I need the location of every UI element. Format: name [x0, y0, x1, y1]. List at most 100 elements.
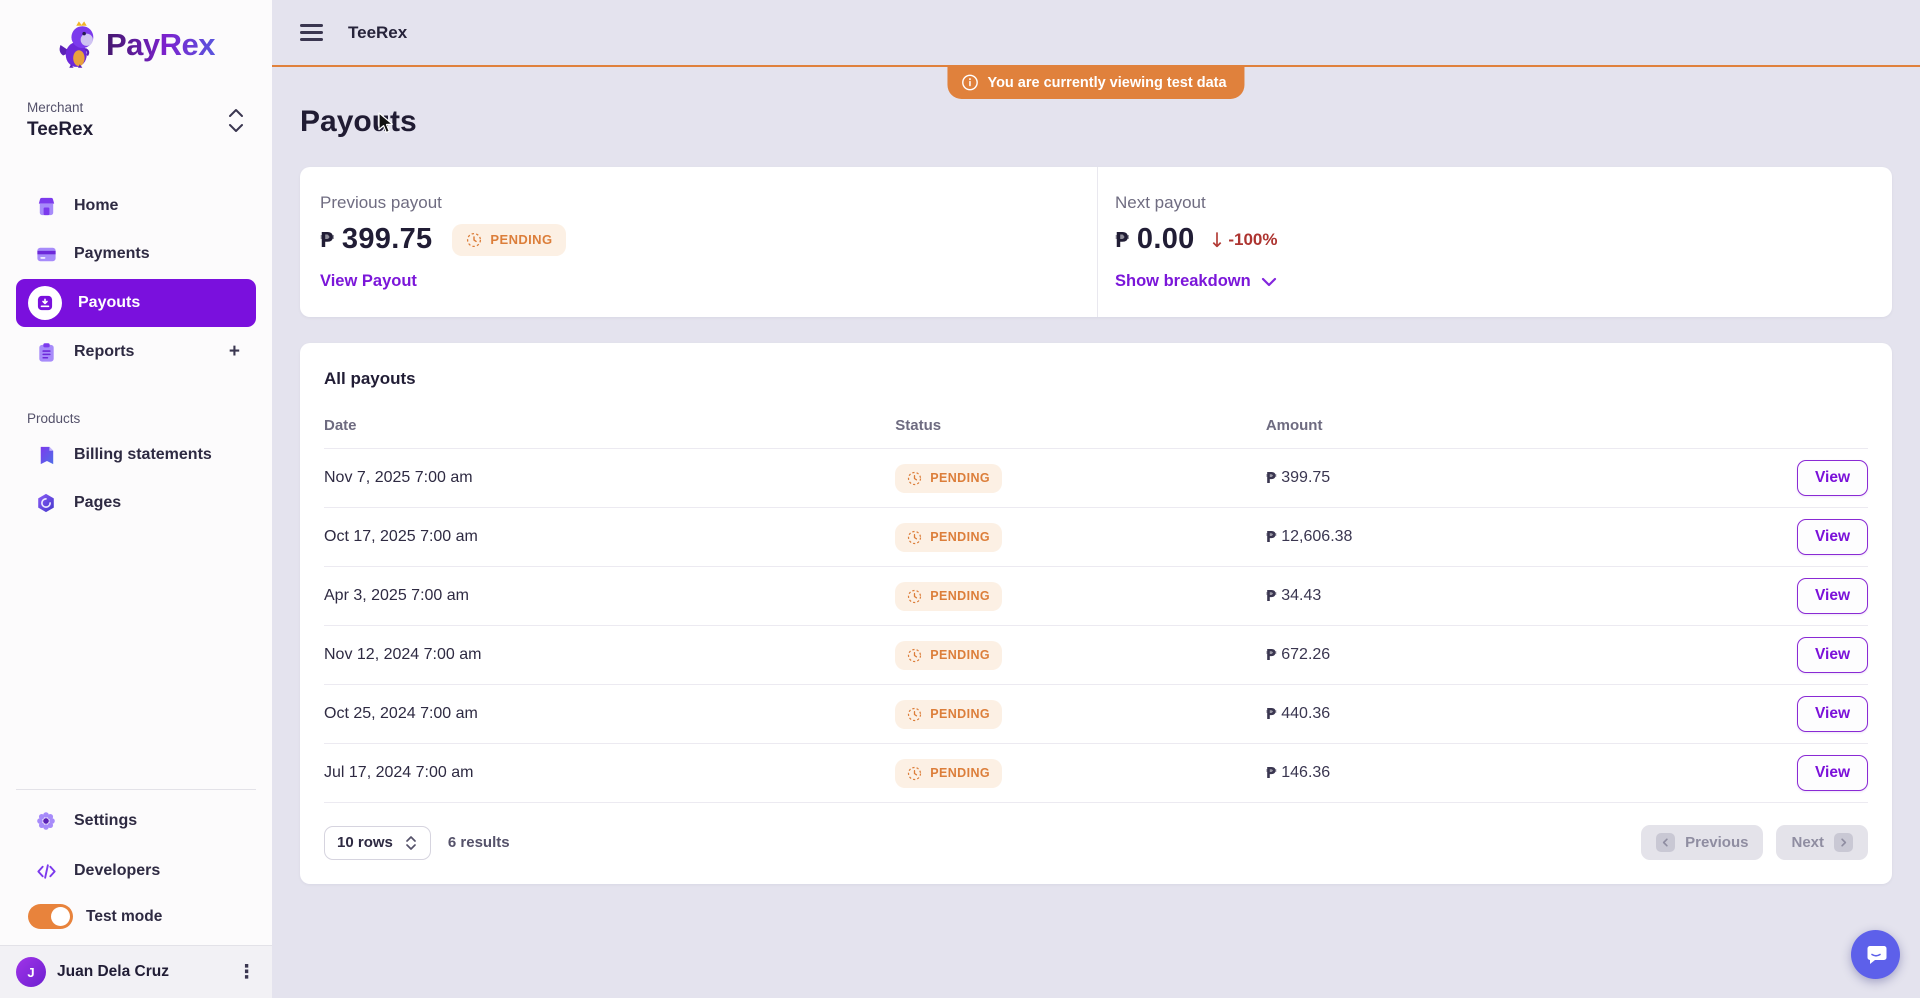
menu-icon[interactable] [300, 24, 323, 41]
show-breakdown-link[interactable]: Show breakdown [1115, 272, 1277, 291]
sidebar-item-payments[interactable]: Payments [16, 231, 256, 277]
previous-payout-label: Previous payout [320, 193, 442, 212]
previous-payout-amount: 399.75 [341, 223, 433, 255]
settings-icon [34, 809, 58, 833]
topbar: TeeRex [272, 0, 1920, 67]
pending-clock-icon [908, 648, 922, 662]
merchant-selector[interactable]: Merchant TeeRex [27, 100, 246, 141]
chevron-down-icon [1261, 277, 1276, 286]
table-row: Apr 3, 2025 7:00 am PENDING ₱ 34.43 View [324, 567, 1868, 626]
column-date: Date [324, 417, 357, 434]
table-row: Oct 17, 2025 7:00 am PENDING ₱ 12,606.38… [324, 508, 1868, 567]
table-row: Jul 17, 2024 7:00 am PENDING ₱ 146.36 Vi… [324, 744, 1868, 803]
next-payout-amount: 0.00 [1136, 223, 1195, 255]
pending-clock-icon [908, 589, 922, 603]
table-row: Nov 7, 2025 7:00 am PENDING ₱ 399.75 Vie… [324, 449, 1868, 508]
payout-date: Oct 17, 2025 7:00 am [324, 528, 478, 545]
next-payout-panel: Next payout ₱ 0.00 ↓ -100% Show breakdow… [1097, 167, 1892, 317]
pending-clock-icon [467, 232, 482, 247]
payout-date: Nov 7, 2025 7:00 am [324, 469, 473, 486]
test-mode-toggle[interactable] [28, 904, 73, 929]
sidebar-item-developers[interactable]: Developers [16, 848, 256, 894]
pending-clock-icon [908, 530, 922, 544]
sidebar-item-label: Payments [74, 245, 150, 262]
sidebar-item-label: Settings [74, 812, 138, 829]
table-row: Nov 12, 2024 7:00 am PENDING ₱ 672.26 Vi… [324, 626, 1868, 685]
view-payout-button[interactable]: View [1796, 637, 1868, 673]
status-badge: PENDING [895, 581, 1003, 611]
sidebar-item-label: Payouts [78, 294, 141, 311]
clipboard-icon [34, 340, 58, 364]
sidebar-item-label: Pages [74, 494, 122, 511]
merchant-expand-icon[interactable] [226, 106, 246, 136]
chat-launcher-button[interactable] [1851, 930, 1900, 979]
status-badge: PENDING [895, 758, 1003, 788]
payrex-dino-icon [59, 21, 94, 68]
sidebar-item-label: Developers [74, 862, 161, 879]
banner-text: You are currently viewing test data [987, 74, 1227, 91]
sidebar-item-reports[interactable]: Reports + [16, 329, 256, 375]
topbar-title: TeeRex [348, 22, 408, 42]
pending-clock-icon [908, 471, 922, 485]
code-icon [34, 859, 58, 883]
credit-card-icon [34, 242, 58, 266]
previous-page-button[interactable]: Previous [1641, 825, 1764, 860]
next-page-button[interactable]: Next [1776, 825, 1868, 860]
payout-icon [28, 286, 62, 320]
products-section-label: Products [27, 411, 81, 426]
status-badge: PENDING [895, 699, 1003, 729]
currency-symbol: ₱ [320, 227, 334, 252]
view-payout-button[interactable]: View [1796, 696, 1868, 732]
user-menu-button[interactable]: ⋮ [237, 961, 256, 983]
add-report-button[interactable]: + [228, 341, 240, 362]
arrow-down-icon: ↓ [1208, 227, 1226, 252]
column-amount: Amount [1265, 417, 1323, 434]
payout-date: Jul 17, 2024 7:00 am [324, 764, 474, 781]
view-payout-button[interactable]: View [1796, 519, 1868, 555]
merchant-label: Merchant [27, 100, 84, 115]
user-name: Juan Dela Cruz [57, 963, 169, 980]
sidebar-divider [16, 789, 256, 790]
pending-clock-icon [908, 766, 922, 780]
payout-amount: ₱ 34.43 [1265, 587, 1322, 605]
status-badge: PENDING [895, 522, 1003, 552]
merchant-name: TeeRex [27, 119, 94, 140]
payout-amount: ₱ 672.26 [1265, 646, 1331, 664]
payout-amount: ₱ 12,606.38 [1265, 528, 1353, 546]
chat-icon [1867, 945, 1886, 964]
avatar: J [16, 957, 46, 987]
all-payouts-card: All payouts Date Status Amount Nov 7, 20… [300, 343, 1892, 884]
sidebar-item-label: Billing statements [74, 446, 212, 463]
previous-payout-panel: Previous payout ₱ 399.75 PENDING View Pa… [300, 167, 1097, 317]
arrow-right-icon [1834, 833, 1853, 852]
view-payout-link[interactable]: View Payout [320, 272, 417, 290]
page-title: Payouts [300, 105, 417, 138]
payout-amount: ₱ 146.36 [1265, 764, 1331, 782]
sidebar: PayRex Merchant TeeRex Home [0, 0, 272, 998]
column-status: Status [895, 417, 942, 434]
payout-summary-card: Previous payout ₱ 399.75 PENDING View Pa… [300, 167, 1892, 317]
app-logo: PayRex [57, 20, 215, 70]
info-icon [962, 74, 978, 91]
arrow-left-icon [1656, 833, 1676, 852]
table-title: All payouts [324, 369, 416, 388]
sidebar-item-billing-statements[interactable]: Billing statements [16, 432, 256, 478]
sidebar-item-home[interactable]: Home [16, 183, 256, 229]
view-payout-button[interactable]: View [1796, 578, 1868, 614]
select-chevrons-icon [406, 835, 416, 850]
test-mode-row: Test mode [16, 904, 256, 929]
sidebar-item-payouts[interactable]: Payouts [16, 279, 256, 327]
view-payout-button[interactable]: View [1796, 755, 1868, 791]
rows-per-page-select[interactable]: 10 rows [324, 825, 431, 860]
next-payout-label: Next payout [1115, 193, 1206, 212]
billing-statements-icon [34, 443, 58, 467]
sidebar-item-label: Home [74, 197, 119, 214]
sidebar-products-nav: Billing statements Pages [0, 430, 272, 528]
view-payout-button[interactable]: View [1796, 460, 1868, 496]
sidebar-item-pages[interactable]: Pages [16, 480, 256, 526]
status-badge: PENDING [895, 640, 1003, 670]
store-icon [34, 194, 58, 218]
test-mode-label: Test mode [86, 907, 163, 925]
pagination: 10 rows 6 results Previous N [324, 825, 1868, 860]
sidebar-item-settings[interactable]: Settings [16, 798, 256, 844]
